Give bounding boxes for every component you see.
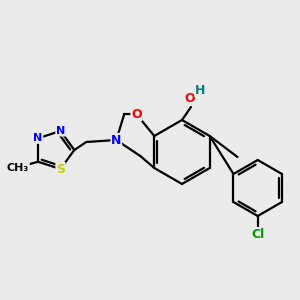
- Text: O: O: [185, 92, 195, 104]
- Text: N: N: [56, 126, 65, 136]
- Text: S: S: [56, 163, 65, 176]
- Text: H: H: [195, 83, 205, 97]
- Text: N: N: [34, 133, 43, 143]
- Text: O: O: [131, 107, 142, 121]
- Text: N: N: [111, 134, 122, 146]
- Text: Cl: Cl: [251, 227, 264, 241]
- Text: CH₃: CH₃: [7, 163, 29, 173]
